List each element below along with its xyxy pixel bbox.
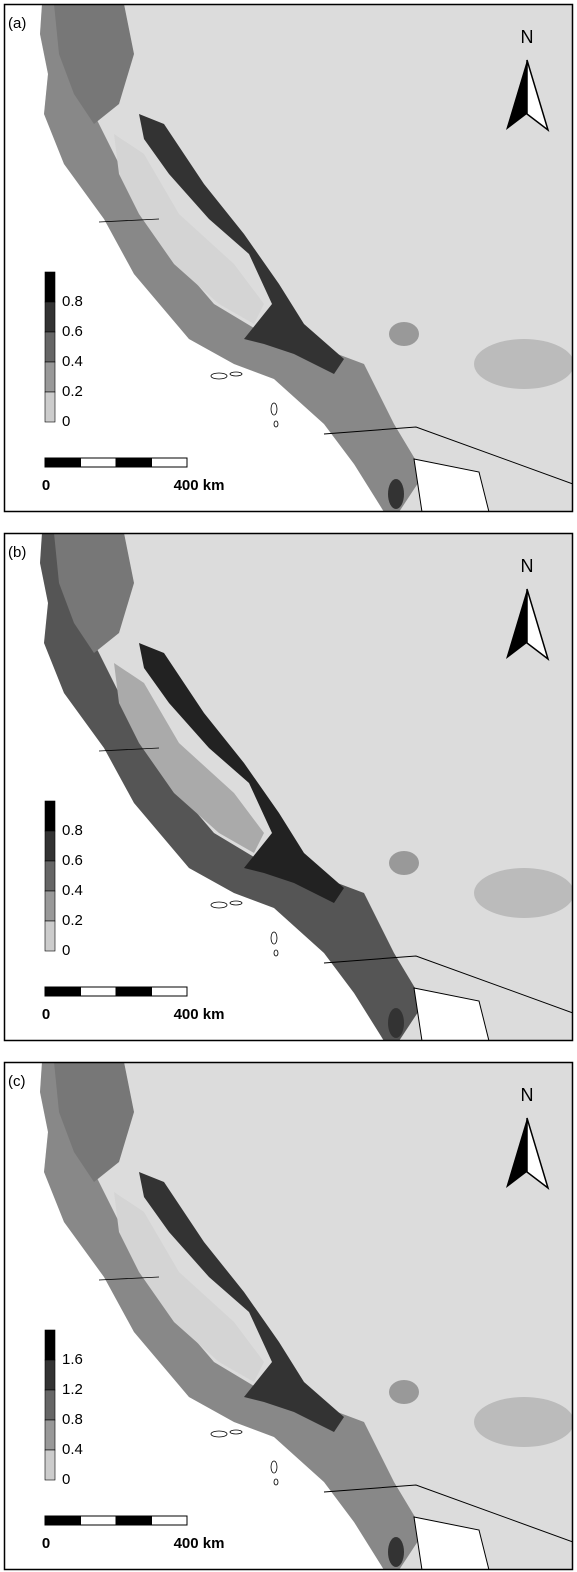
legend-label: 1.2 (62, 1381, 83, 1398)
legend-label: 0.6 (62, 323, 83, 340)
north-label: N (521, 1085, 534, 1105)
legend-label: 0.2 (62, 383, 83, 400)
map-panel: (b) N 0.8 0.6 0.4 0.2 0 0 400 km (4, 533, 574, 1041)
scale-bar-segment (116, 987, 152, 996)
legend-label: 0 (62, 1471, 70, 1488)
island (271, 403, 277, 415)
island (211, 373, 227, 379)
island (271, 1461, 277, 1473)
panel-label: (a) (8, 15, 26, 32)
patch (388, 479, 404, 509)
scale-bar-segment (116, 458, 152, 467)
patch (474, 868, 574, 918)
scale-end: 400 km (174, 477, 225, 494)
legend-label: 0.4 (62, 882, 83, 899)
patch (474, 339, 574, 389)
map-area (4, 533, 574, 1041)
legend-swatch (45, 1390, 55, 1420)
legend-swatch (45, 921, 55, 951)
legend-label: 0.8 (62, 1411, 83, 1428)
north-label: N (521, 27, 534, 47)
scale-end: 400 km (174, 1006, 225, 1023)
scale-bar-segment (152, 987, 188, 996)
figure: (a) N 0.8 0.6 0.4 0.2 0 0 400 km (b) N 0.8 0.6 0.4 0.2… (0, 0, 577, 1572)
legend-swatch (45, 302, 55, 332)
scale-bar-segment (152, 458, 188, 467)
legend-label: 0.8 (62, 822, 83, 839)
north-label: N (521, 556, 534, 576)
legend-swatch (45, 801, 55, 831)
scale-bar-segment (116, 1516, 152, 1525)
legend-swatch (45, 392, 55, 422)
scale-bar-segment (45, 987, 81, 996)
patch (388, 1537, 404, 1567)
scale-end: 400 km (174, 1535, 225, 1552)
legend-swatch (45, 831, 55, 861)
scale-bar-segment (152, 1516, 188, 1525)
scale-start: 0 (42, 1006, 50, 1023)
legend-swatch (45, 1420, 55, 1450)
patch (474, 1397, 574, 1447)
legend-swatch (45, 272, 55, 302)
legend-swatch (45, 891, 55, 921)
patch (389, 851, 419, 875)
map-area (4, 1062, 574, 1570)
legend-swatch (45, 362, 55, 392)
panel-label: (b) (8, 544, 26, 561)
island (211, 902, 227, 908)
legend-label: 0.4 (62, 1441, 83, 1458)
legend-label: 1.6 (62, 1351, 83, 1368)
scale-bar-segment (81, 987, 117, 996)
island (271, 932, 277, 944)
legend-label: 0.4 (62, 353, 83, 370)
island (211, 1431, 227, 1437)
patch (389, 322, 419, 346)
legend-swatch (45, 1450, 55, 1480)
legend-label: 0.6 (62, 852, 83, 869)
legend-swatch (45, 332, 55, 362)
scale-start: 0 (42, 1535, 50, 1552)
legend-label: 0.8 (62, 293, 83, 310)
map-panel: (a) N 0.8 0.6 0.4 0.2 0 0 400 km (4, 4, 574, 512)
scale-bar-segment (81, 458, 117, 467)
map-area (4, 4, 574, 512)
scale-start: 0 (42, 477, 50, 494)
scale-bar-segment (45, 458, 81, 467)
scale-bar-segment (45, 1516, 81, 1525)
island (274, 421, 278, 427)
map-panel: (c) N 1.6 1.2 0.8 0.4 0 0 400 km (4, 1062, 574, 1570)
legend-swatch (45, 861, 55, 891)
patch (389, 1380, 419, 1404)
legend-label: 0.2 (62, 912, 83, 929)
legend-swatch (45, 1330, 55, 1360)
island (274, 1479, 278, 1485)
island (230, 372, 242, 376)
legend-swatch (45, 1360, 55, 1390)
panel-label: (c) (8, 1073, 26, 1090)
island (230, 901, 242, 905)
patch (388, 1008, 404, 1038)
legend-label: 0 (62, 942, 70, 959)
island (274, 950, 278, 956)
legend-label: 0 (62, 413, 70, 430)
scale-bar-segment (81, 1516, 117, 1525)
island (230, 1430, 242, 1434)
